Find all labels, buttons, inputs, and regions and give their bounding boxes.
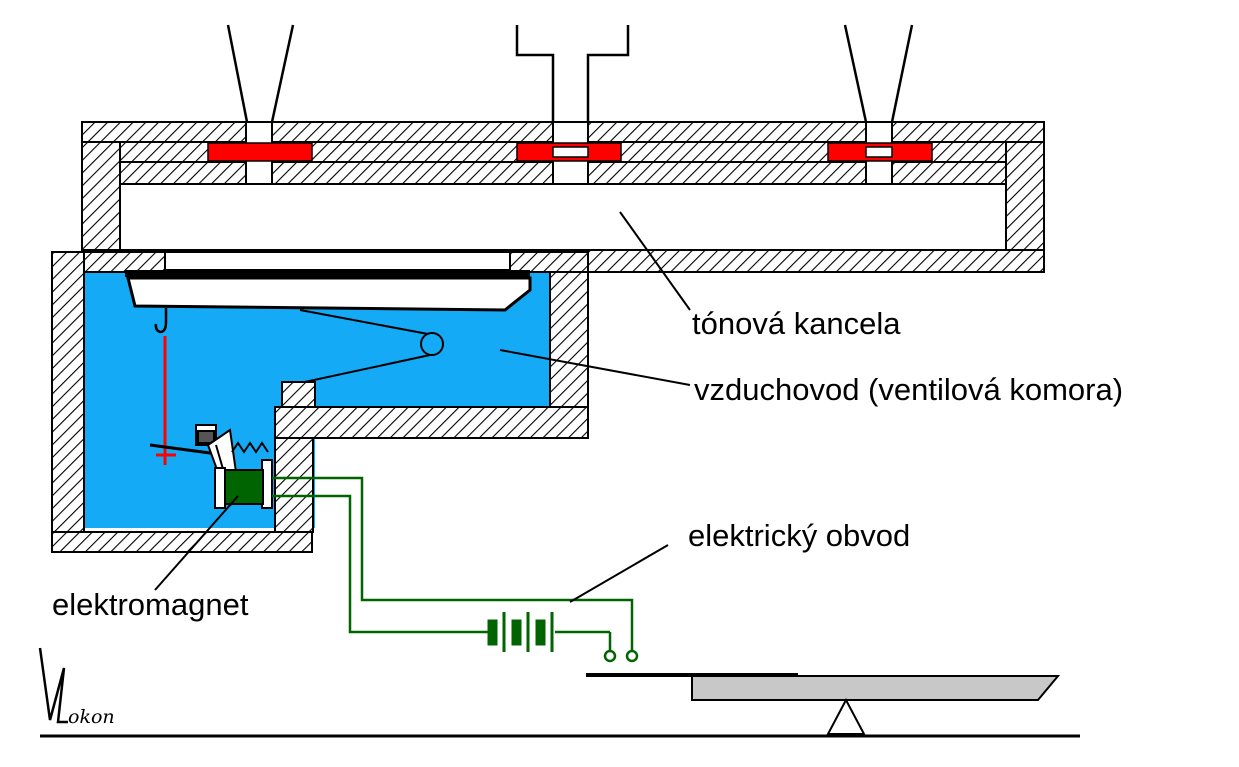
- armature-spring: [231, 441, 269, 454]
- air-duct-walls: [51, 251, 589, 553]
- key-lever: [586, 673, 1061, 735]
- label-electromagnet: elektromagnet: [52, 587, 249, 622]
- pipe-left: [226, 24, 295, 123]
- battery-icon: [487, 612, 554, 652]
- pallet-opening: [164, 251, 511, 271]
- pipe-center: [515, 25, 630, 122]
- label-electrical-circuit: elektrický obvod: [688, 518, 910, 553]
- slider-stops: [207, 142, 933, 162]
- author-signature: okon: [38, 647, 115, 728]
- leader-lines: [154, 211, 691, 603]
- tone-channel: [119, 183, 1007, 251]
- electrical-circuit: [272, 476, 639, 663]
- svg-text:okon: okon: [68, 706, 115, 728]
- label-tone-channel: tónová kancela: [692, 306, 901, 341]
- label-air-duct: vzduchovod (ventilová komora): [694, 372, 1123, 407]
- pallet-spring: [299, 309, 444, 384]
- electromagnet-coil: [214, 459, 273, 509]
- spring-anchor: [281, 381, 316, 408]
- pallet-valve: [125, 270, 532, 312]
- pull-wire: [154, 308, 176, 465]
- pipe-right: [843, 24, 914, 123]
